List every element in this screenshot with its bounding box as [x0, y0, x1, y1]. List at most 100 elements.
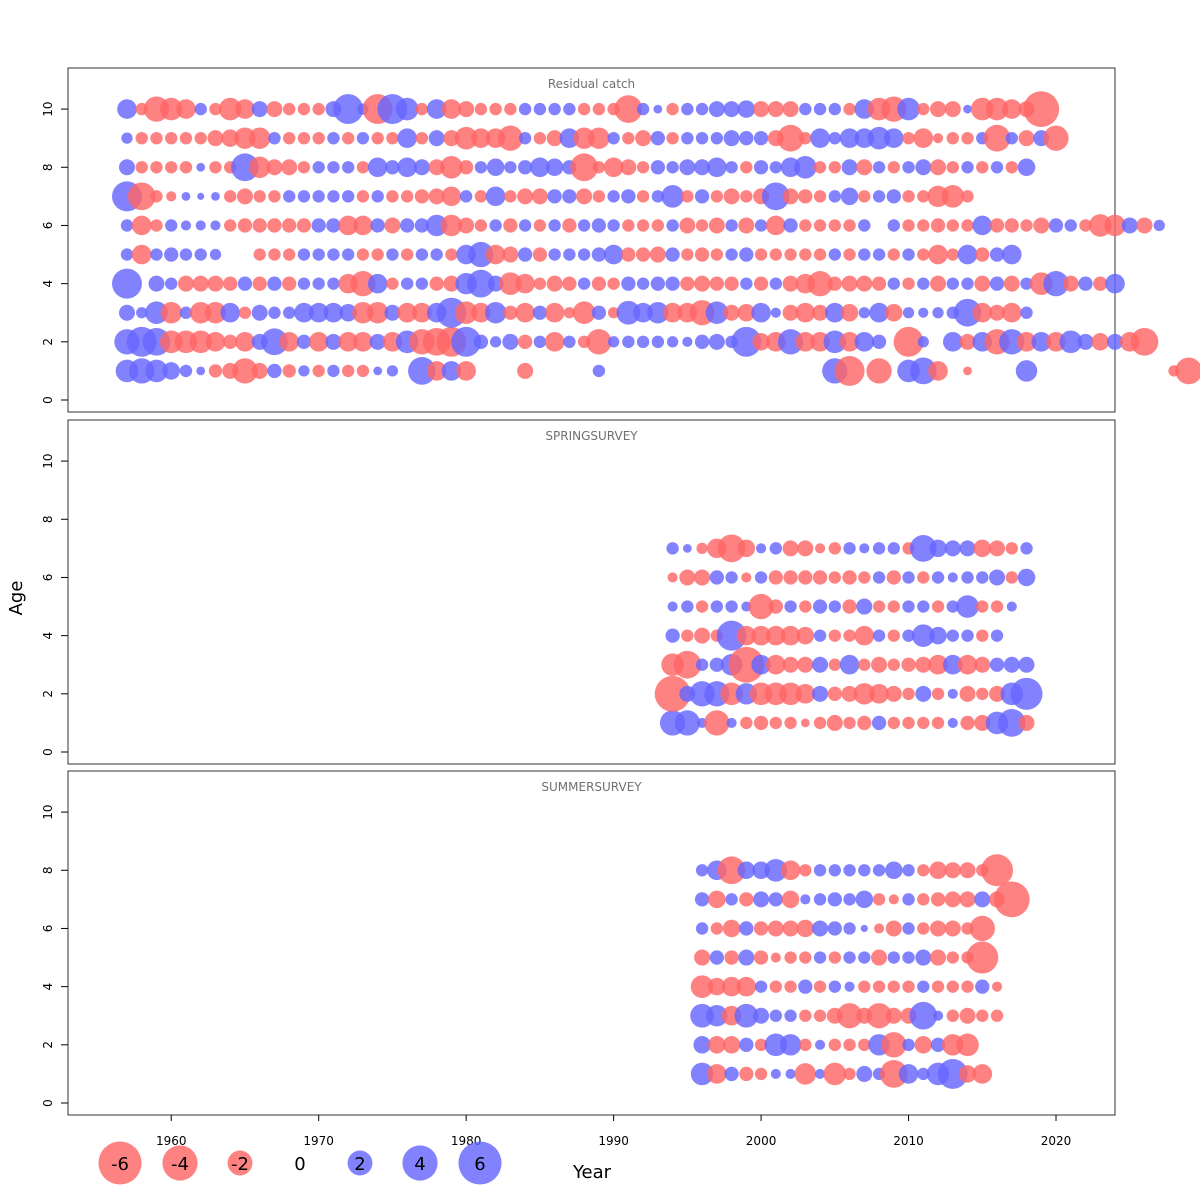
bubble-age7-2001	[768, 892, 783, 907]
bubble-age6-2013	[944, 920, 961, 937]
bubble-age4-2005	[828, 980, 842, 993]
bubble-age7-2015	[973, 539, 992, 558]
bubble-age5-2005	[828, 600, 842, 613]
bubble-age10-1984	[518, 102, 532, 116]
bubble-age7-2003	[797, 540, 814, 557]
bubble-age8-2010	[902, 864, 915, 877]
bubble-age9-1980	[454, 126, 478, 150]
bubble-age4-2009	[887, 980, 900, 993]
bubble-age6-2003	[799, 219, 812, 232]
bubble-age7-2005	[827, 892, 842, 907]
bubble-age9-1979	[443, 130, 460, 147]
legend-bubble	[162, 1145, 198, 1181]
bubble-age5-1992	[635, 247, 651, 262]
bubble-age10-2003	[799, 102, 812, 116]
bubble-age6-1983	[503, 218, 518, 233]
bubble-age6-2005	[828, 571, 842, 584]
bubble-age7-1996	[696, 542, 708, 555]
bubble-age6-1987	[562, 218, 577, 233]
bubble-age8-1994	[666, 161, 679, 174]
bubble-age1-2012	[928, 361, 948, 381]
bubble-age3-1997	[709, 657, 725, 672]
bubble-age8-2003	[794, 155, 817, 179]
bubble-age8-1981	[474, 161, 488, 174]
bubble-age10-2000	[753, 101, 770, 118]
bubble-age1-1998	[724, 1066, 739, 1082]
bubble-age5-2002	[784, 951, 797, 964]
bubble-age5-1966	[253, 248, 266, 261]
bubble-age6-1994	[667, 572, 678, 583]
bubble-age6-2015	[969, 915, 995, 942]
bubble-age3-1972	[339, 303, 357, 322]
bubble-age7-2009	[887, 542, 900, 555]
bubble-age5-1981	[468, 241, 494, 268]
bubble-age5-2008	[872, 248, 886, 261]
bubble-age6-1967	[267, 218, 282, 233]
bubble-age1-2006	[843, 716, 856, 730]
bubble-age4-1999	[736, 976, 757, 997]
bubble-age10-1986	[548, 102, 561, 116]
bubble-age6-2010	[902, 219, 915, 232]
bubbles	[654, 534, 1043, 737]
bubble-age5-2004	[813, 951, 827, 964]
bubble-age3-2012	[932, 307, 944, 319]
bubble-age2-2008	[869, 684, 889, 704]
bubble-age7-1967	[268, 190, 281, 203]
bubble-age8-2014	[961, 161, 974, 174]
bubble-age7-1994	[661, 185, 684, 208]
bubble-age4-2010	[902, 980, 915, 993]
bubble-age4-2007	[854, 625, 875, 646]
bubble-age3-1981	[471, 302, 491, 323]
y-tick-label: 10	[41, 101, 55, 116]
bubble-age3-1961	[179, 306, 193, 319]
bubble-age6-2027	[1153, 219, 1165, 232]
bubble-age7-1998	[723, 188, 740, 205]
bubble-age8-1958	[135, 161, 148, 174]
bubble-age1-1972	[341, 364, 355, 378]
bubble-age6-2005	[828, 219, 842, 232]
bubble-age8-2006	[843, 864, 856, 877]
bubble-age3-2011	[909, 1001, 938, 1030]
bubble-age4-1965	[237, 276, 253, 291]
bubble-age6-1979	[440, 214, 463, 237]
bubble-age3-1997	[706, 1004, 728, 1027]
bubble-age8-2009	[887, 161, 900, 174]
bubble-age3-2015	[974, 656, 991, 673]
bubble-age7-1996	[694, 892, 710, 907]
bubble-age1-2014	[958, 1065, 977, 1083]
bubble-age4-2014	[961, 980, 974, 993]
bubble-age2-1983	[502, 333, 519, 350]
bubble-age6-1963	[210, 220, 221, 231]
bubble-age7-2008	[872, 542, 886, 555]
bubble-age9-2000	[753, 131, 769, 146]
bubble-age2-1971	[325, 333, 342, 350]
bubble-age3-2002	[782, 304, 799, 321]
bubble-age5-1973	[356, 248, 370, 261]
bubble-age3-2006	[840, 303, 859, 322]
bubble-age4-2012	[930, 275, 947, 292]
bubble-age9-1967	[268, 131, 281, 145]
bubble-age3-1962	[189, 301, 212, 324]
bubble-age2-2000	[752, 333, 770, 351]
bubble-age6-2012	[930, 920, 947, 937]
bubble-age7-2008	[872, 893, 886, 906]
bubble-age8-1962	[196, 162, 206, 172]
bubble-age6-2007	[858, 571, 871, 584]
bubble-age10-1994	[666, 102, 679, 116]
bubble-age2-1970	[308, 332, 329, 352]
bubble-age3-1986	[544, 302, 565, 323]
bubble-age6-2005	[827, 921, 842, 936]
bubble-age4-1959	[148, 275, 165, 292]
bubble-age5-2014	[956, 595, 979, 618]
bubble-age6-1999	[738, 217, 755, 234]
bubble-age4-2003	[796, 626, 815, 645]
bubble-age5-1967	[268, 248, 281, 261]
panel-frame	[67, 770, 1116, 1116]
bubble-age7-1975	[386, 190, 399, 203]
bubble-age4-1992	[636, 277, 650, 290]
legend-label: -4	[171, 1154, 189, 1175]
bubble-age3-1975	[384, 304, 401, 321]
bubble-age2-2018	[1010, 677, 1043, 710]
bubble-age4-1963	[207, 275, 224, 292]
bubble-age7-1999	[740, 190, 753, 203]
